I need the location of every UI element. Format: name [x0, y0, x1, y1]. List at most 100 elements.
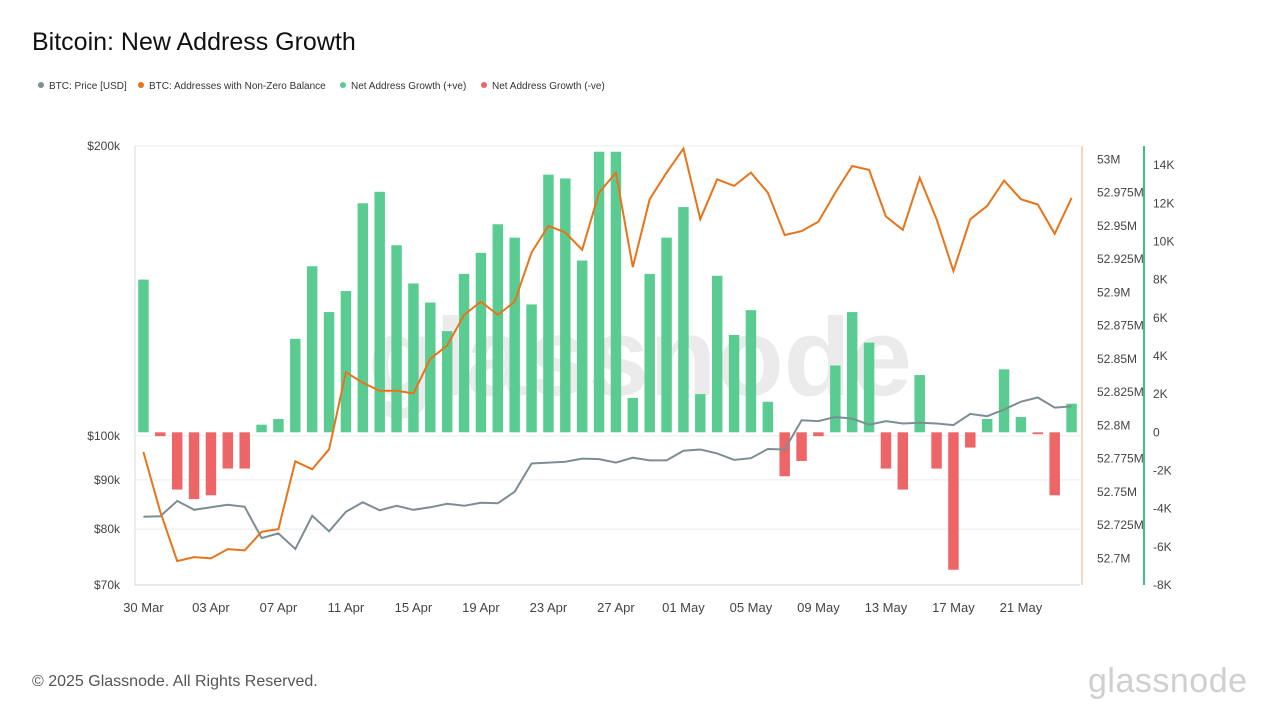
glassnode-logo: glassnode [1088, 662, 1248, 700]
legend-swatch-growth-negative [481, 82, 487, 88]
axes [134, 146, 1145, 586]
y-right-addresses-tick-label: 52.75M [1097, 485, 1137, 499]
bar-negative [1032, 432, 1044, 435]
chart-title: Bitcoin: New Address Growth [32, 28, 356, 56]
bar-negative [931, 432, 942, 469]
y-right-growth-tick-label: 8K [1153, 273, 1168, 287]
bar-negative [239, 432, 250, 469]
y-right-addresses-tick-label: 52.925M [1097, 252, 1144, 266]
bar-positive [644, 273, 655, 433]
bar-negative [813, 432, 824, 437]
bar-positive [340, 291, 352, 433]
bar-positive [408, 283, 419, 433]
legend-label-addresses: BTC: Addresses with Non-Zero Balance [149, 81, 326, 92]
legend-swatch-price [38, 82, 44, 88]
y-right-addresses-tick-label: 52.7M [1097, 551, 1130, 565]
bar-negative [1049, 432, 1060, 496]
y-left-tick-label: $200k [87, 139, 121, 153]
y-right-addresses-tick-label: 52.775M [1097, 452, 1144, 466]
y-right-addresses-tick-label: 52.975M [1097, 186, 1144, 200]
bar-positive [728, 334, 740, 433]
x-tick-label: 17 May [932, 600, 975, 615]
series-lines [142, 146, 1073, 563]
bar-negative [171, 432, 183, 490]
x-tick-label: 27 Apr [597, 600, 635, 615]
y-left-tick-label: $90k [94, 473, 121, 487]
y-left-tick-label: $80k [94, 522, 121, 536]
x-tick-label: 03 Apr [192, 600, 230, 615]
bar-negative [796, 432, 807, 461]
y-right-addresses-tick-label: 52.95M [1097, 219, 1137, 233]
bar-positive [492, 224, 504, 433]
bar-positive [1015, 417, 1027, 433]
bar-positive [830, 365, 841, 433]
y-right-growth-tick-label: -6K [1153, 540, 1172, 554]
bar-negative [779, 432, 790, 477]
legend-label-price: BTC: Price [USD] [49, 81, 127, 92]
net-growth-bars [138, 151, 1077, 570]
y-right-growth-tick-label: 6K [1153, 311, 1168, 325]
y-right-addresses-tick-label: 52.9M [1097, 285, 1130, 299]
x-tick-label: 11 Apr [328, 600, 365, 615]
bar-negative [880, 432, 892, 469]
bar-negative [188, 432, 200, 500]
bar-negative [965, 432, 976, 448]
bar-positive [425, 302, 436, 433]
bar-positive [1066, 403, 1077, 433]
bar-negative [222, 432, 234, 469]
bar-positive [593, 151, 605, 433]
bar-positive [543, 174, 554, 433]
bar-positive [981, 418, 993, 433]
legend-item-addresses[interactable]: BTC: Addresses with Non-Zero Balance [138, 81, 326, 92]
bar-positive [391, 245, 402, 433]
y-right-growth-tick-label: -4K [1153, 502, 1172, 516]
bar-positive [863, 342, 875, 433]
legend-item-growth-negative[interactable]: Net Address Growth (-ve) [481, 81, 605, 92]
bar-positive [290, 338, 301, 433]
y-left-tick-label: $70k [94, 578, 121, 592]
x-tick-label: 09 May [797, 600, 840, 615]
x-tick-label: 23 Apr [530, 600, 568, 615]
chart-watermark: glassnode [368, 296, 912, 419]
bar-positive [441, 331, 453, 433]
y-right-growth-tick-label: 2K [1153, 387, 1168, 401]
bar-positive [695, 394, 706, 433]
bar-positive [998, 369, 1010, 433]
x-tick-label: 30 Mar [123, 600, 164, 615]
bar-positive [661, 237, 672, 433]
legend-item-growth-positive[interactable]: Net Address Growth (+ve) [340, 81, 466, 92]
bar-positive [526, 304, 537, 433]
bar-positive [576, 260, 588, 433]
price-line [143, 396, 1072, 551]
bar-negative [205, 432, 217, 496]
bar-positive [323, 312, 335, 433]
y-right-growth-tick-label: 12K [1153, 196, 1174, 210]
y-right-growth-tick-label: 0 [1153, 425, 1160, 439]
bar-positive [273, 418, 284, 433]
y-right-addresses-tick-label: 52.725M [1097, 518, 1144, 532]
y-right-addresses-tick-label: 52.875M [1097, 319, 1144, 333]
legend-label-growth-negative: Net Address Growth (-ve) [492, 81, 605, 92]
bar-positive [678, 207, 689, 433]
legend-swatch-growth-positive [340, 82, 346, 88]
bar-negative [948, 432, 959, 570]
x-tick-label: 07 Apr [260, 600, 298, 615]
y-right-addresses-tick-label: 52.825M [1097, 385, 1144, 399]
x-tick-label: 19 Apr [462, 600, 500, 615]
bar-positive [762, 401, 774, 433]
y-right-growth-tick-label: 10K [1153, 234, 1174, 248]
y-right-addresses-tick-label: 53M [1097, 152, 1120, 166]
bar-positive [745, 310, 757, 433]
legend-label-growth-positive: Net Address Growth (+ve) [351, 81, 467, 92]
y-right-addresses-tick-label: 52.85M [1097, 352, 1137, 366]
tick-labels: $70k $80k $90k $100k $200k 52.7M 52.725M 52.75M… [87, 139, 1174, 615]
y-right-growth-tick-label: -2K [1153, 463, 1172, 477]
y-right-growth-tick-label: 14K [1153, 158, 1174, 172]
legend-swatch-addresses [138, 82, 144, 88]
bar-positive [306, 266, 318, 433]
y-right-growth-tick-label: -8K [1153, 578, 1172, 592]
bar-positive [610, 151, 622, 433]
bar-positive [458, 273, 470, 433]
legend-item-price[interactable]: BTC: Price [USD] [38, 81, 127, 92]
